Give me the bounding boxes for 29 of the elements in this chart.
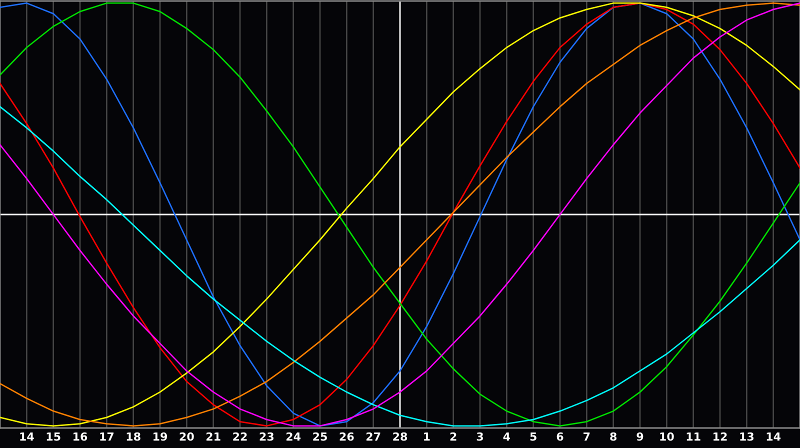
x-tick-label: 1 <box>424 432 430 441</box>
x-tick-label: 18 <box>126 432 140 441</box>
x-tick-label: 8 <box>610 432 617 441</box>
x-tick-label: 26 <box>340 432 354 441</box>
x-tick-label: 19 <box>154 432 168 441</box>
x-tick-label: 5 <box>530 432 536 441</box>
x-tick-label: 17 <box>100 432 114 441</box>
x-tick-label: 12 <box>714 432 727 441</box>
x-tick-label: 21 <box>206 432 220 441</box>
x-tick-label: 14 <box>766 432 781 441</box>
x-tick-label: 15 <box>46 432 60 441</box>
x-tick-label: 25 <box>313 432 327 441</box>
x-tick-label: 27 <box>366 432 380 441</box>
x-tick-label: 10 <box>660 432 674 441</box>
x-tick-label: 14 <box>20 432 34 441</box>
x-tick-label: 9 <box>636 432 644 441</box>
x-tick-label: 11 <box>686 432 700 441</box>
x-tick-label: 28 <box>393 432 408 441</box>
x-tick-label: 13 <box>740 432 754 441</box>
x-tick-label: 4 <box>503 432 510 441</box>
x-tick-label: 16 <box>74 432 88 441</box>
x-tick-label: 22 <box>233 432 247 441</box>
x-tick-label: 20 <box>180 432 194 441</box>
x-tick-label: 6 <box>556 432 564 441</box>
x-tick-label: 24 <box>286 432 301 441</box>
x-tick-label: 3 <box>476 432 483 441</box>
x-tick-label: 2 <box>450 432 456 441</box>
x-tick-label: 23 <box>260 432 274 441</box>
x-tick-label: 7 <box>584 432 590 441</box>
